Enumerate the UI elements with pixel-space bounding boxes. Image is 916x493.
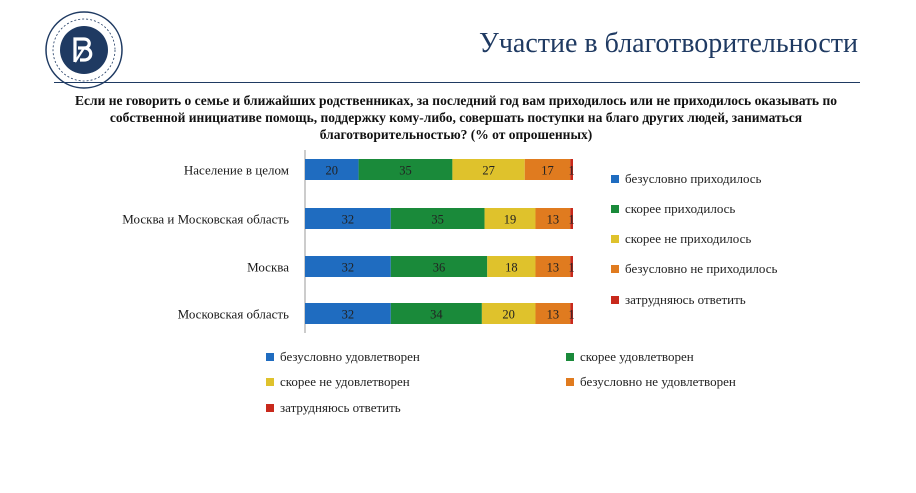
legend-label: затрудняюсь ответить [625, 292, 746, 307]
hse-logo-icon [45, 11, 123, 89]
data-label: 13 [547, 213, 560, 227]
bar-segment [390, 208, 485, 229]
data-label: 35 [399, 164, 412, 178]
bar-segment [390, 256, 488, 277]
bottom-legend-label: безусловно удовлетворен [280, 349, 420, 364]
legend-swatch [611, 296, 619, 304]
bar-segment [570, 159, 573, 180]
legend-swatch [611, 175, 619, 183]
category-label: Москва и Московская область [122, 212, 289, 227]
bar-segment [535, 208, 571, 229]
data-label: 36 [433, 261, 446, 275]
bottom-legend-label: безусловно не удовлетворен [580, 374, 736, 389]
bottom-legend-label: скорее удовлетворен [580, 349, 694, 364]
bar-segment [305, 208, 391, 229]
category-label: Московская область [178, 307, 289, 322]
bar-segment [452, 159, 525, 180]
bar-segment [484, 208, 536, 229]
bar-segment [570, 303, 573, 324]
data-label: 17 [541, 164, 554, 178]
bar-segment [390, 303, 482, 324]
bar-segment [535, 256, 571, 277]
bottom-legend-swatch [266, 404, 274, 412]
bar-segment [305, 303, 391, 324]
bottom-legend-swatch [266, 378, 274, 386]
data-label: 32 [342, 261, 355, 275]
bar-segment [570, 256, 573, 277]
data-label: 27 [482, 164, 495, 178]
question-text: Если не говорить о семье и ближайших род… [75, 93, 837, 142]
bar-segment [305, 159, 359, 180]
bottom-legend-label: скорее не удовлетворен [280, 374, 410, 389]
legend-label: безусловно приходилось [625, 171, 762, 186]
legend-label: скорее не приходилось [625, 231, 751, 246]
bar-segment [358, 159, 453, 180]
legend-swatch [611, 265, 619, 273]
legend-swatch [611, 205, 619, 213]
data-label: 35 [431, 213, 444, 227]
data-label: 1 [569, 164, 575, 178]
bar-segment [481, 303, 536, 324]
data-label: 1 [569, 213, 575, 227]
bar-segment [305, 256, 391, 277]
category-label: Москва [247, 260, 289, 275]
legend-swatch [611, 235, 619, 243]
bottom-legend-swatch [566, 378, 574, 386]
bottom-legend-swatch [566, 353, 574, 361]
slide-title: Участие в благотворительности [479, 28, 858, 59]
bottom-legend-label: затрудняюсь ответить [280, 400, 401, 415]
bar-segment [570, 208, 573, 229]
bottom-legend-swatch [266, 353, 274, 361]
data-label: 20 [502, 308, 515, 322]
data-label: 13 [547, 308, 560, 322]
bar-segment [535, 303, 571, 324]
data-label: 32 [342, 213, 355, 227]
data-label: 1 [569, 261, 575, 275]
bar-segment [524, 159, 571, 180]
data-label: 34 [430, 308, 443, 322]
legend-label: безусловно не приходилось [625, 261, 778, 276]
bar-segment [487, 256, 536, 277]
data-label: 1 [569, 308, 575, 322]
data-label: 18 [505, 261, 518, 275]
title-divider [54, 82, 860, 83]
data-label: 19 [504, 213, 517, 227]
legend-label: скорее приходилось [625, 201, 735, 216]
data-label: 32 [342, 308, 355, 322]
category-label: Население в целом [184, 163, 289, 178]
data-label: 13 [547, 261, 560, 275]
data-label: 20 [326, 164, 339, 178]
